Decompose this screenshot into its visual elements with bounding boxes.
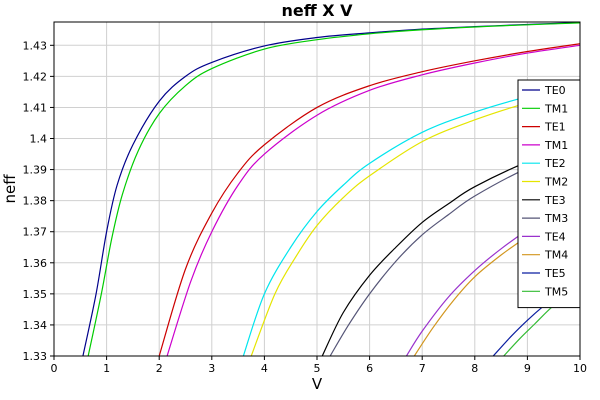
y-axis-ticks: 1.33 1.34 1.35 1.36 1.37 1.38 1.39 1.4 1.41 1.42 1… bbox=[23, 39, 54, 363]
y-tick-label: 1.42 bbox=[23, 70, 48, 83]
legend-label: TE2 bbox=[544, 157, 566, 170]
x-tick-label: 5 bbox=[314, 362, 321, 375]
legend-label: TM3 bbox=[544, 212, 568, 225]
x-tick-label: 6 bbox=[366, 362, 373, 375]
chart-title: neff X V bbox=[281, 1, 353, 20]
y-tick-label: 1.37 bbox=[23, 226, 48, 239]
series-line-te1-2 bbox=[158, 43, 580, 356]
x-axis-label: V bbox=[312, 375, 323, 393]
x-tick-label: 3 bbox=[208, 362, 215, 375]
legend-label: TM1 bbox=[544, 102, 568, 115]
x-tick-label: 4 bbox=[261, 362, 268, 375]
legend-label: TE1 bbox=[544, 121, 566, 134]
x-tick-label: 8 bbox=[471, 362, 478, 375]
y-tick-label: 1.4 bbox=[30, 133, 48, 146]
x-tick-label: 1 bbox=[103, 362, 110, 375]
legend-label: TM5 bbox=[544, 285, 568, 298]
series-line-tm1-1 bbox=[87, 22, 580, 356]
legend-box bbox=[517, 79, 581, 309]
legend-label: TM2 bbox=[544, 176, 568, 189]
x-tick-label: 10 bbox=[573, 362, 587, 375]
x-tick-label: 7 bbox=[419, 362, 426, 375]
legend-label: TM1 bbox=[544, 139, 568, 152]
x-tick-label: 2 bbox=[156, 362, 163, 375]
x-tick-label: 9 bbox=[524, 362, 531, 375]
series-line-te3-6 bbox=[321, 142, 580, 356]
x-tick-label: 0 bbox=[51, 362, 58, 375]
series-lines bbox=[82, 22, 580, 356]
series-line-tm3-7 bbox=[329, 147, 580, 356]
series-line-tm1-3 bbox=[166, 44, 580, 356]
x-axis-ticks: 0 1 2 3 4 5 6 7 8 9 10 bbox=[51, 356, 587, 375]
series-line-te2-4 bbox=[242, 83, 580, 356]
legend-label: TE4 bbox=[544, 230, 566, 243]
legend-label: TE3 bbox=[544, 194, 566, 207]
y-tick-label: 1.43 bbox=[23, 39, 48, 52]
y-tick-label: 1.41 bbox=[23, 101, 48, 114]
y-tick-label: 1.35 bbox=[23, 288, 48, 301]
y-tick-label: 1.39 bbox=[23, 164, 48, 177]
y-tick-label: 1.38 bbox=[23, 195, 48, 208]
y-tick-label: 1.34 bbox=[23, 319, 48, 332]
legend: TE0 TM1 TE1 TM1 TE2 TM2 TE3 TM3 TE4 TM4 TE5 TM5 bbox=[517, 79, 581, 309]
y-tick-label: 1.36 bbox=[23, 257, 48, 270]
legend-label: TE5 bbox=[544, 267, 566, 280]
y-axis-label: neff bbox=[1, 174, 19, 204]
y-tick-label: 1.33 bbox=[23, 350, 48, 363]
series-line-tm2-5 bbox=[250, 88, 580, 356]
legend-label: TM4 bbox=[544, 249, 568, 262]
legend-label: TE0 bbox=[544, 84, 566, 97]
